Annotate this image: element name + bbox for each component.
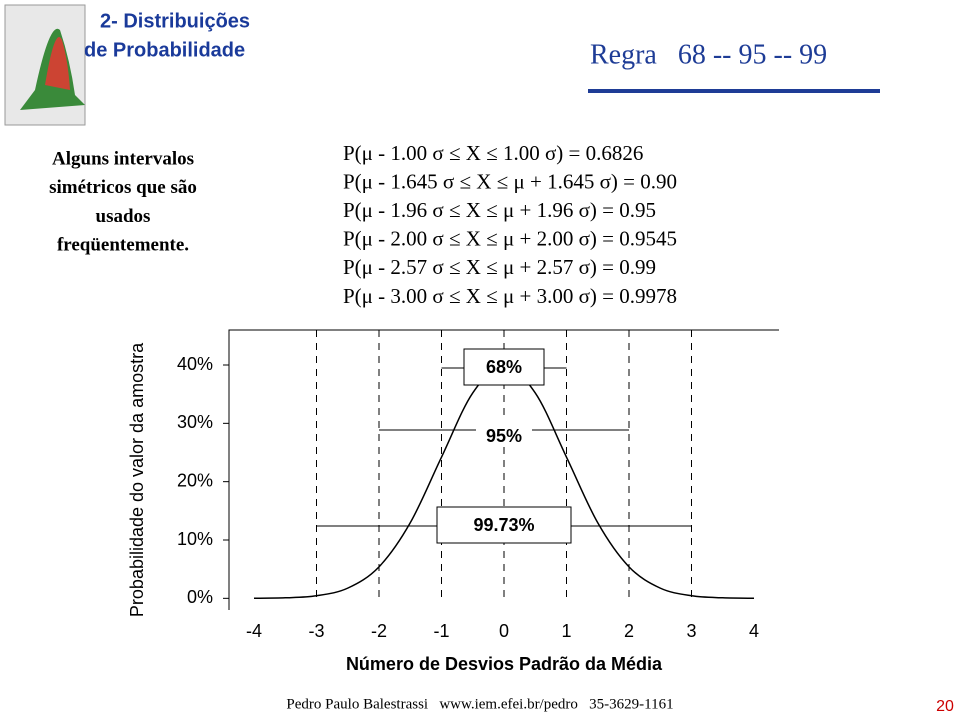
x-axis-label: Número de Desvios Padrão da Média <box>346 654 663 674</box>
side-note-line: Alguns intervalos <box>52 148 194 169</box>
y-tick-label: 0% <box>187 587 213 607</box>
x-tick-label: 4 <box>749 621 759 641</box>
formula: P(μ - 3.00 σ ≤ X ≤ μ + 3.00 σ) = 0.9978 <box>343 284 677 308</box>
interval-label-box <box>476 420 532 442</box>
x-tick-label: 0 <box>499 621 509 641</box>
formulas: P(μ - 1.00 σ ≤ X ≤ 1.00 σ) = 0.6826 P(μ -… <box>343 141 677 308</box>
slide-title: Regra 68 -- 95 -- 99 <box>590 39 827 70</box>
x-tick-label: 3 <box>686 621 696 641</box>
x-tick-label: -4 <box>246 621 262 641</box>
interval-label-box <box>463 348 545 386</box>
x-tick-label: -3 <box>308 621 324 641</box>
side-note-line: freqüentemente. <box>57 234 189 255</box>
y-axis-label: Probabilidade do valor da amostra <box>127 342 147 617</box>
page-number: 20 <box>936 698 954 715</box>
header-title: de Probabilidade <box>84 39 245 61</box>
footer: Pedro Paulo Balestrassi www.iem.efei.br/… <box>286 696 673 712</box>
formula: P(μ - 1.00 σ ≤ X ≤ 1.00 σ) = 0.6826 <box>343 141 643 165</box>
interval-label-box <box>436 506 572 544</box>
formula: P(μ - 2.00 σ ≤ X ≤ μ + 2.00 σ) = 0.9545 <box>343 227 677 251</box>
x-tick-label: 1 <box>561 621 571 641</box>
side-note: Alguns intervalos simétricos que são usado… <box>49 148 197 255</box>
interval-label: 99.73% <box>473 515 534 535</box>
side-note-line: simétricos que são <box>49 177 197 198</box>
y-tick-label: 10% <box>177 529 213 549</box>
formula: P(μ - 2.57 σ ≤ X ≤ μ + 2.57 σ) = 0.99 <box>343 255 656 279</box>
y-tick-label: 40% <box>177 354 213 374</box>
x-tick-label: -1 <box>433 621 449 641</box>
interval-label: 95% <box>486 426 522 446</box>
header-title: 2- Distribuições <box>100 10 250 32</box>
y-tick-label: 20% <box>177 470 213 490</box>
y-tick-label: 30% <box>177 412 213 432</box>
side-note-line: usados <box>96 206 151 227</box>
formula: P(μ - 1.645 σ ≤ X ≤ μ + 1.645 σ) = 0.90 <box>343 169 677 193</box>
x-tick-label: 2 <box>624 621 634 641</box>
x-tick-label: -2 <box>371 621 387 641</box>
logo <box>4 4 86 126</box>
chart: 0% 10% 20% 30% 40% -4 -3 -2 -1 0 1 2 3 4 Número de Des… <box>127 329 779 674</box>
formula: P(μ - 1.96 σ ≤ X ≤ μ + 1.96 σ) = 0.95 <box>343 198 656 222</box>
interval-label: 68% <box>486 357 522 377</box>
plot-frame <box>228 329 779 610</box>
